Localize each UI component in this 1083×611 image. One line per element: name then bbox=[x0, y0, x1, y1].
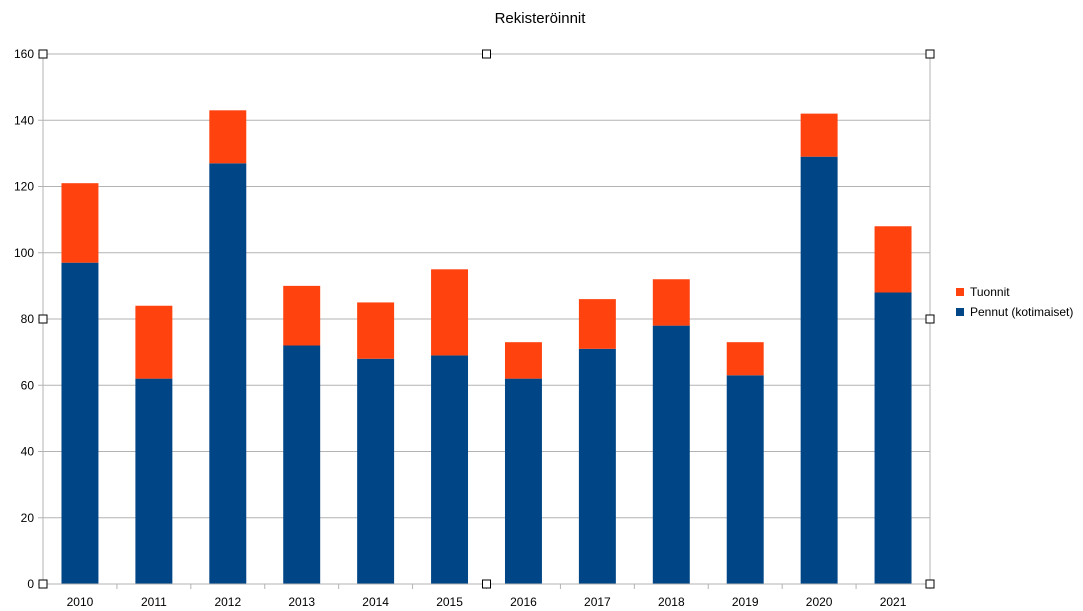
bar-2019-pennut bbox=[726, 375, 764, 584]
x-tick-label: 2019 bbox=[732, 595, 759, 609]
resize-handle[interactable] bbox=[38, 579, 48, 589]
resize-handle[interactable] bbox=[38, 314, 48, 324]
legend-label-tuonnit: Tuonnit bbox=[970, 285, 1010, 299]
bar-2011-tuonnit bbox=[135, 305, 173, 379]
bar-2018-pennut bbox=[652, 325, 690, 584]
legend-swatch-tuonnit bbox=[956, 288, 964, 296]
selection-handles bbox=[38, 49, 935, 589]
x-tick-label: 2020 bbox=[806, 595, 833, 609]
bar-2016-pennut bbox=[504, 378, 542, 584]
gridlines bbox=[43, 53, 931, 585]
legend-swatch-pennut bbox=[956, 308, 964, 316]
chart-title: Rekisteröinnit bbox=[495, 10, 587, 27]
resize-handle[interactable] bbox=[925, 49, 935, 59]
legend: Tuonnit Pennut (kotimaiset) bbox=[956, 285, 1073, 319]
resize-handle[interactable] bbox=[925, 314, 935, 324]
x-tick-label: 2017 bbox=[584, 595, 611, 609]
x-tick-label: 2013 bbox=[288, 595, 315, 609]
y-tick-label: 20 bbox=[21, 511, 35, 525]
x-tick-label: 2012 bbox=[214, 595, 241, 609]
x-tick-label: 2021 bbox=[880, 595, 907, 609]
x-tick-label: 2010 bbox=[67, 595, 94, 609]
x-tick-label: 2011 bbox=[141, 595, 167, 609]
axes: 0 20 40 60 80 100 120 140 160 2010 2011 2012 2013 201… bbox=[14, 47, 931, 609]
bar-2010-pennut bbox=[61, 262, 99, 584]
bar-2011-pennut bbox=[135, 378, 173, 584]
resize-handle[interactable] bbox=[482, 49, 491, 59]
bar-2020-pennut bbox=[800, 156, 838, 584]
bar-2017-pennut bbox=[578, 348, 616, 584]
bar-2012-tuonnit bbox=[209, 110, 247, 164]
bar-2014-pennut bbox=[357, 358, 395, 584]
x-tick-label: 2015 bbox=[436, 595, 463, 609]
bar-2019-tuonnit bbox=[726, 342, 764, 376]
bar-2021-pennut bbox=[874, 292, 912, 584]
resize-handle[interactable] bbox=[482, 579, 491, 589]
bar-2018-tuonnit bbox=[652, 279, 690, 326]
y-tick-label: 140 bbox=[14, 113, 34, 127]
bar-2012-pennut bbox=[209, 163, 247, 584]
bar-2010-tuonnit bbox=[61, 183, 99, 263]
resize-handle[interactable] bbox=[38, 49, 48, 59]
y-tick-label: 100 bbox=[14, 246, 34, 260]
y-tick-label: 120 bbox=[14, 180, 34, 194]
bar-2013-pennut bbox=[283, 345, 321, 584]
resize-handle[interactable] bbox=[925, 579, 935, 589]
bar-2013-tuonnit bbox=[283, 285, 321, 346]
bar-2015-tuonnit bbox=[431, 269, 469, 356]
bars bbox=[61, 110, 912, 584]
bar-2016-tuonnit bbox=[504, 342, 542, 379]
y-tick-label: 160 bbox=[14, 47, 34, 61]
x-tick-label: 2018 bbox=[658, 595, 685, 609]
legend-label-pennut: Pennut (kotimaiset) bbox=[970, 305, 1073, 319]
y-tick-label: 40 bbox=[21, 445, 35, 459]
y-tick-label: 80 bbox=[21, 312, 35, 326]
bar-2017-tuonnit bbox=[578, 299, 616, 349]
y-tick-label: 0 bbox=[27, 577, 34, 591]
bar-2015-pennut bbox=[431, 355, 469, 584]
x-tick-label: 2014 bbox=[362, 595, 389, 609]
bar-2021-tuonnit bbox=[874, 226, 912, 293]
x-tick-label: 2016 bbox=[510, 595, 537, 609]
bar-2014-tuonnit bbox=[357, 302, 395, 359]
y-tick-label: 60 bbox=[21, 378, 35, 392]
bar-2020-tuonnit bbox=[800, 113, 838, 157]
